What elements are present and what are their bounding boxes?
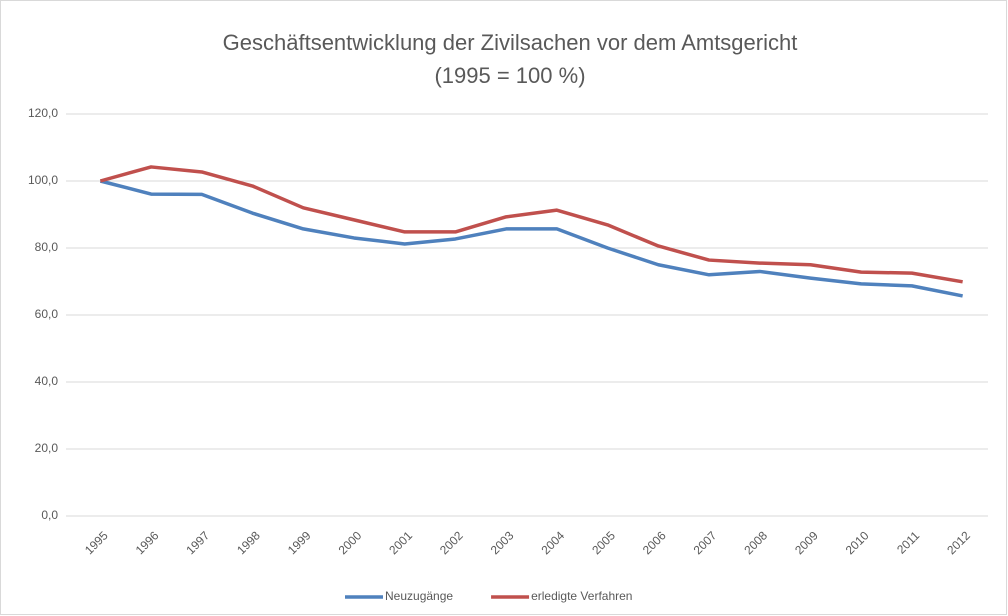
y-tick-label: 40,0 <box>35 374 59 388</box>
chart-title: Geschäftsentwicklung der Zivilsachen vor… <box>223 30 798 55</box>
y-tick-label: 80,0 <box>35 240 59 254</box>
y-tick-label: 0,0 <box>41 508 58 522</box>
series-line <box>99 179 963 298</box>
legend-label: Neuzugänge <box>385 589 453 603</box>
y-tick-label: 120,0 <box>28 106 58 120</box>
series-line <box>99 165 963 284</box>
y-tick-label: 20,0 <box>35 441 59 455</box>
chart-subtitle: (1995 = 100 %) <box>434 63 585 88</box>
y-tick-label: 100,0 <box>28 173 58 187</box>
y-tick-label: 60,0 <box>35 307 59 321</box>
legend-label: erledigte Verfahren <box>531 589 632 603</box>
